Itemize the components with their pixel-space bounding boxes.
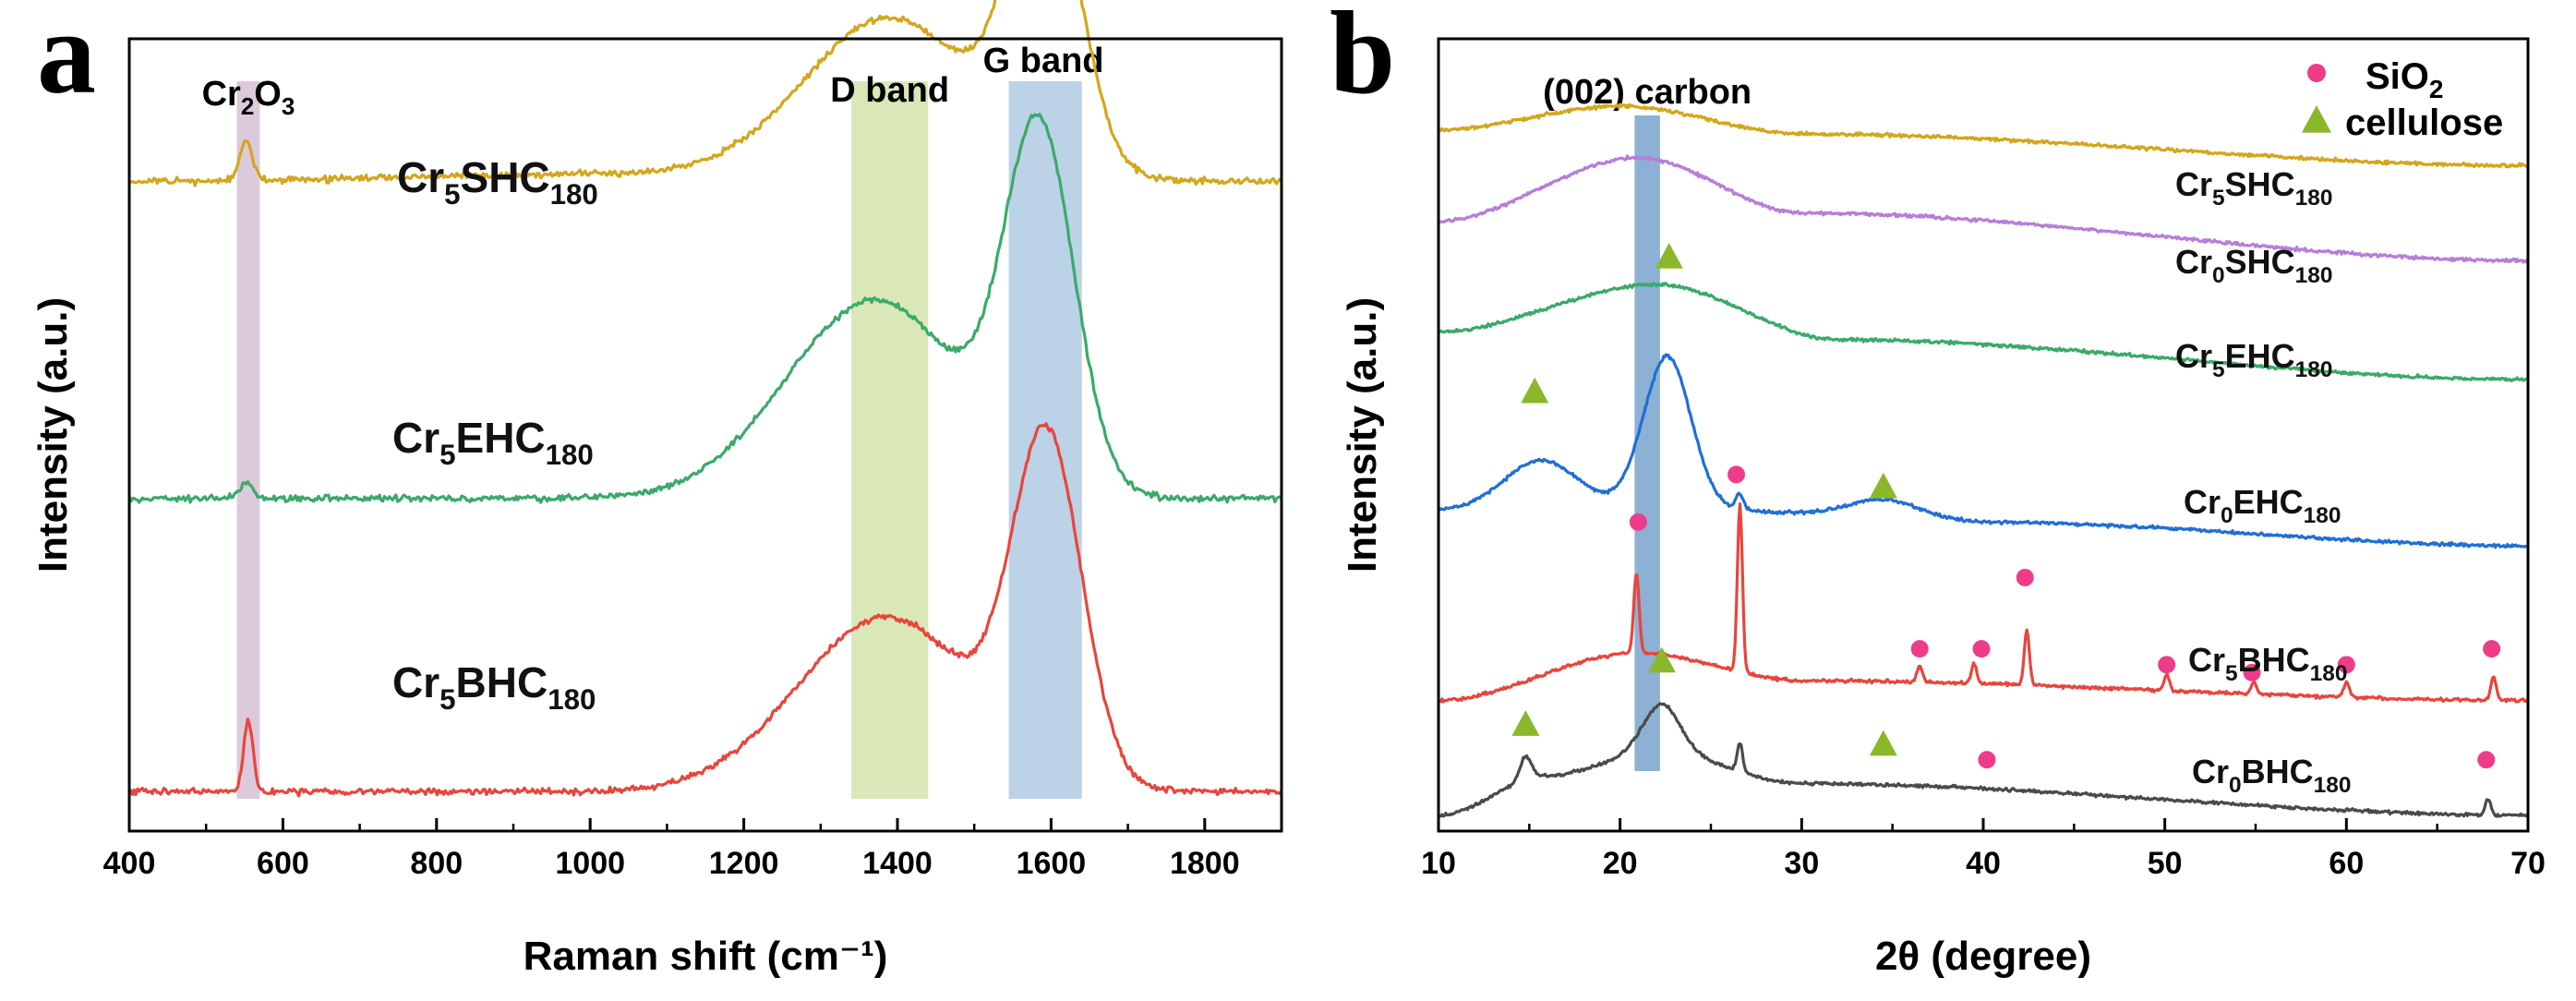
panel-b-x-label: 2θ (degree) [1875, 934, 2091, 979]
series-label-Cr5EHC180: Cr5EHC180 [2175, 337, 2332, 382]
cellulose-marker [1511, 710, 1540, 736]
legend-cellulose-label: cellulose [2345, 103, 2503, 143]
x-tick-label: 70 [2510, 846, 2546, 881]
cellulose-marker [1647, 646, 1676, 673]
band-0 [236, 81, 260, 799]
series-line-Cr5EHC180 [127, 113, 1283, 504]
legend-sio2-marker [2307, 64, 2326, 82]
x-tick-label: 10 [1421, 846, 1456, 881]
band-label-cr2o3: Cr2O3 [202, 75, 295, 120]
x-tick-label: 50 [2148, 846, 2183, 881]
x-tick-label: 60 [2329, 846, 2364, 881]
series-label-Cr5BHC180: Cr5BHC180 [2188, 641, 2347, 686]
panel-b-xrd-chart: b (002) carbon Cr5SHC180 Cr0SHC180 Cr5EHC1… [1330, 0, 2546, 979]
x-tick-label: 1600 [1017, 846, 1087, 881]
series-line-Cr5BHC180 [127, 422, 1283, 798]
series-label-Cr5BHC180: Cr5BHC180 [392, 658, 596, 716]
band-2 [1008, 81, 1082, 799]
x-tick-label: 1400 [862, 846, 933, 881]
series-label-Cr5SHC180: Cr5SHC180 [397, 153, 598, 211]
panel-b-y-label: Intensity (a.u.) [1340, 297, 1385, 573]
panel-a-y-label: Intensity (a.u.) [30, 297, 76, 573]
x-tick-label: 400 [103, 846, 156, 881]
panel-a-x-label: Raman shift (cm⁻¹) [524, 934, 888, 979]
x-tick-label: 40 [1966, 846, 2001, 881]
sio2-marker [2243, 663, 2261, 681]
band-1 [851, 81, 929, 799]
sio2-marker [2158, 656, 2176, 674]
band-label-002-carbon: (002) carbon [1543, 73, 1751, 112]
panel-a-x-ticks: 400 600 800 1000 1200 1400 1600 1800 [103, 818, 1240, 881]
legend-sio2-label: SiO2 [2365, 56, 2443, 103]
panel-b-series-labels: Cr5SHC180 Cr0SHC180 Cr5EHC180 Cr0EHC180 Cr5B… [2175, 165, 2351, 798]
series-label-Cr0BHC180: Cr0BHC180 [2192, 753, 2351, 798]
x-tick-label: 30 [1784, 846, 1819, 881]
x-tick-label: 1800 [1170, 846, 1240, 881]
panel-b-x-ticks: 10 20 30 40 50 60 70 [1421, 818, 2546, 881]
series-line-Cr5BHC180 [1438, 502, 2530, 704]
series-line-Cr5EHC180 [1438, 282, 2529, 382]
sio2-marker [2337, 656, 2355, 674]
panel-a-series-labels: Cr5SHC180 Cr5EHC180 Cr5BHC180 [392, 153, 598, 716]
series-label-Cr5EHC180: Cr5EHC180 [392, 414, 594, 471]
panel-a-series [127, 0, 1283, 798]
series-line-Cr0BHC180 [1438, 702, 2529, 818]
x-tick-label: 1000 [555, 846, 625, 881]
sio2-marker [1972, 640, 1991, 658]
panel-b-series [1437, 103, 2530, 818]
series-line-Cr5SHC180 [127, 0, 1282, 187]
series-line-Cr0EHC180 [1438, 353, 2530, 549]
sio2-marker [2016, 568, 2034, 586]
panel-b-plot-frame [1437, 37, 2530, 833]
panel-a-plot-frame [127, 37, 1283, 833]
cellulose-marker [1869, 730, 1897, 756]
panel-a-bands: Cr2O3 D band G band [202, 42, 1104, 799]
sio2-marker [1910, 640, 1929, 658]
series-line-Cr5SHC180 [1438, 103, 2529, 169]
band-label-d: D band [830, 71, 949, 110]
panel-b-markers [1511, 242, 2501, 769]
x-tick-label: 600 [257, 846, 309, 881]
x-tick-label: 20 [1603, 846, 1638, 881]
band-0 [1634, 115, 1660, 771]
band-label-g: G band [983, 42, 1104, 80]
sio2-marker [1629, 513, 1647, 531]
sio2-marker [1978, 751, 1996, 769]
series-label-Cr0EHC180: Cr0EHC180 [2184, 483, 2341, 528]
x-tick-label: 800 [410, 846, 463, 881]
cellulose-marker [1521, 377, 1549, 404]
legend-cellulose-marker [2302, 105, 2331, 133]
series-label-Cr5SHC180: Cr5SHC180 [2175, 165, 2332, 211]
cellulose-marker [1869, 472, 1897, 499]
sio2-marker [2483, 640, 2501, 658]
sio2-marker [2477, 751, 2496, 769]
panel-a-letter: a [37, 0, 96, 118]
sio2-marker [1727, 465, 1746, 484]
cellulose-marker [1655, 242, 1683, 269]
series-line-Cr0SHC180 [1437, 154, 2530, 264]
x-tick-label: 1200 [709, 846, 779, 881]
series-label-Cr0SHC180: Cr0SHC180 [2175, 243, 2332, 288]
panel-b-letter: b [1330, 0, 1395, 118]
